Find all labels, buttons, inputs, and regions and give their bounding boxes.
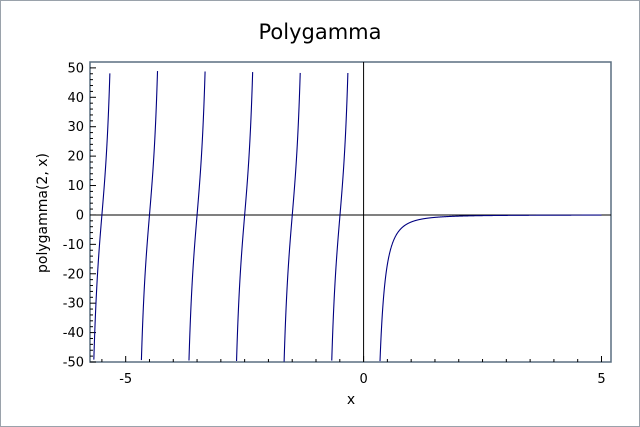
y-ticks: 50 40 30 20 10 0 -10 -20 -30 -40 -50 (63, 61, 84, 370)
y-tick-label: 20 (67, 150, 84, 165)
y-tick-label: 10 (67, 179, 84, 194)
zero-axes (90, 62, 611, 362)
y-tick-label: 50 (67, 61, 84, 76)
series-line-segment (93, 73, 111, 360)
x-axis-label: x (347, 392, 355, 408)
series-line-segment (331, 72, 349, 361)
series-group (93, 71, 602, 362)
y-tick-label: 40 (67, 91, 84, 106)
x-ticks: -5 0 5 (119, 372, 605, 387)
series-line-segment (283, 72, 301, 362)
series-line-segment (235, 72, 254, 362)
y-tick-label: 30 (67, 120, 84, 135)
series-line-segment (188, 71, 206, 361)
y-tick-label: -40 (63, 326, 84, 341)
y-axis-label: polygamma(2, x) (35, 153, 51, 273)
y-tick-label: -30 (63, 297, 84, 312)
y-tick-label: -50 (63, 356, 84, 371)
y-tick-label: -10 (63, 238, 84, 253)
x-tick-label: 0 (359, 372, 367, 387)
y-tick-label: -20 (63, 267, 84, 282)
y-tick-label: 0 (76, 208, 84, 223)
x-tick-label: 5 (597, 372, 605, 387)
series-line-segment (140, 71, 159, 361)
chart-title: Polygamma (258, 20, 382, 44)
x-tick-label: -5 (119, 372, 132, 387)
series-line-segment (379, 214, 602, 362)
plot-border (89, 61, 612, 363)
